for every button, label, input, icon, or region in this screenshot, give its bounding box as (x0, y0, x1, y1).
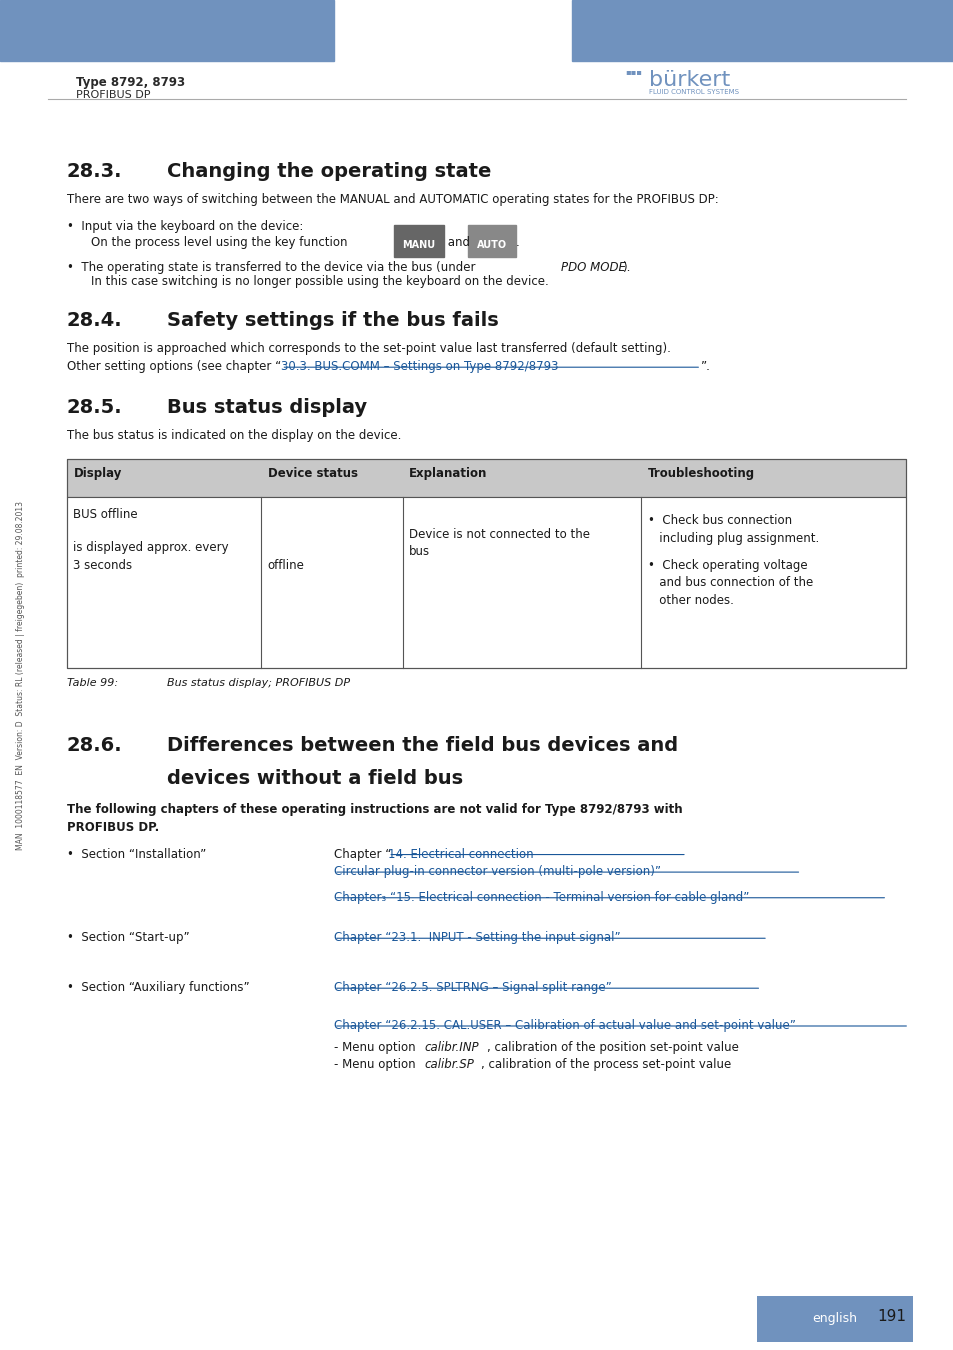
Text: •  Section “Auxiliary functions”: • Section “Auxiliary functions” (67, 981, 249, 995)
Text: Device is not connected to the: Device is not connected to the (409, 528, 590, 541)
Text: 28.6.: 28.6. (67, 736, 122, 755)
Text: Other setting options (see chapter “: Other setting options (see chapter “ (67, 360, 281, 374)
Text: 191: 191 (877, 1308, 905, 1324)
Text: .: . (516, 236, 519, 250)
Text: Bus status display: Bus status display (167, 398, 367, 417)
Text: ).: ). (621, 261, 630, 274)
Text: is displayed approx. every: is displayed approx. every (73, 541, 229, 555)
Text: ▪▪▪: ▪▪▪ (624, 68, 641, 77)
Bar (67, 459, 905, 497)
Bar (67, 459, 905, 668)
Text: , calibration of the position set-point value: , calibration of the position set-point … (486, 1041, 738, 1054)
Text: •  The operating state is transferred to the device via the bus (under: • The operating state is transferred to … (67, 261, 478, 274)
Text: FLUID CONTROL SYSTEMS: FLUID CONTROL SYSTEMS (648, 89, 738, 95)
Text: bus: bus (409, 545, 430, 559)
FancyBboxPatch shape (756, 1296, 912, 1342)
Text: 14. Electrical connection -: 14. Electrical connection - (388, 848, 541, 861)
Text: Display: Display (73, 467, 122, 481)
Text: Explanation: Explanation (409, 467, 487, 481)
FancyBboxPatch shape (468, 225, 516, 256)
Text: PROFIBUS DP: PROFIBUS DP (76, 90, 151, 100)
Text: 28.3.: 28.3. (67, 162, 122, 181)
Text: - Menu option: - Menu option (334, 1058, 418, 1072)
Text: AUTO: AUTO (476, 240, 507, 250)
Text: PDO MODE: PDO MODE (560, 261, 625, 274)
Text: MAN  1000118577  EN  Version: D  Status: RL (released | freigegeben)  printed: 2: MAN 1000118577 EN Version: D Status: RL … (16, 501, 26, 849)
Text: including plug assignment.: including plug assignment. (647, 532, 819, 545)
Text: calibr.INP: calibr.INP (424, 1041, 478, 1054)
Text: 28.4.: 28.4. (67, 310, 122, 329)
Text: offline: offline (268, 559, 304, 572)
Bar (0, 0, 334, 61)
Text: BUS offline: BUS offline (73, 508, 138, 521)
Text: Safety settings if the bus fails: Safety settings if the bus fails (167, 310, 498, 329)
Text: Type 8792, 8793: Type 8792, 8793 (76, 76, 185, 89)
Text: Differences between the field bus devices and: Differences between the field bus device… (167, 736, 678, 755)
Text: 30.3. BUS.COMM – Settings on Type 8792/8793: 30.3. BUS.COMM – Settings on Type 8792/8… (281, 360, 558, 374)
Text: PROFIBUS DP.: PROFIBUS DP. (67, 821, 159, 834)
Text: Chapter “26.2.5. SPLTRNG – Signal split range”: Chapter “26.2.5. SPLTRNG – Signal split … (334, 981, 611, 995)
Text: english: english (811, 1312, 857, 1326)
Text: 3 seconds: 3 seconds (73, 559, 132, 572)
Text: Circular plug-in connector version (multi-pole version)”: Circular plug-in connector version (mult… (334, 865, 660, 879)
Bar (67, 497, 905, 668)
Text: Changing the operating state: Changing the operating state (167, 162, 491, 181)
Text: •  Check bus connection: • Check bus connection (647, 514, 791, 528)
Text: On the process level using the key function: On the process level using the key funct… (91, 236, 351, 250)
Text: calibr.SP: calibr.SP (424, 1058, 474, 1072)
Text: Chapter “23.1.  INPUT - Setting the input signal”: Chapter “23.1. INPUT - Setting the input… (334, 931, 619, 945)
Text: Table 99:: Table 99: (67, 678, 118, 687)
Text: Troubleshooting: Troubleshooting (647, 467, 754, 481)
Text: •  Check operating voltage: • Check operating voltage (647, 559, 806, 572)
Text: bürkert: bürkert (648, 70, 729, 90)
Text: and bus connection of the: and bus connection of the (647, 576, 812, 590)
Text: The position is approached which corresponds to the set-point value last transfe: The position is approached which corresp… (67, 342, 670, 355)
Text: ”.: ”. (700, 360, 710, 374)
Text: The following chapters of these operating instructions are not valid for Type 87: The following chapters of these operatin… (67, 803, 681, 817)
Text: devices without a field bus: devices without a field bus (167, 769, 462, 788)
Text: Bus status display; PROFIBUS DP: Bus status display; PROFIBUS DP (167, 678, 350, 687)
Text: , calibration of the process set-point value: , calibration of the process set-point v… (480, 1058, 730, 1072)
Text: In this case switching is no longer possible using the keyboard on the device.: In this case switching is no longer poss… (91, 275, 548, 289)
Text: •  Section “Start-up”: • Section “Start-up” (67, 931, 190, 945)
Text: The bus status is indicated on the display on the device.: The bus status is indicated on the displ… (67, 429, 400, 443)
Text: - Menu option: - Menu option (334, 1041, 418, 1054)
Bar (572, 0, 953, 61)
Text: 28.5.: 28.5. (67, 398, 122, 417)
Text: Chapter “26.2.15. CAL.USER – Calibration of actual value and set-point value”: Chapter “26.2.15. CAL.USER – Calibration… (334, 1019, 795, 1033)
FancyBboxPatch shape (394, 225, 443, 256)
Text: There are two ways of switching between the MANUAL and AUTOMATIC operating state: There are two ways of switching between … (67, 193, 718, 207)
Text: Chapter “: Chapter “ (334, 848, 391, 861)
Text: Device status: Device status (268, 467, 357, 481)
Text: and: and (443, 236, 473, 250)
Text: •  Section “Installation”: • Section “Installation” (67, 848, 206, 861)
Text: •  Input via the keyboard on the device:: • Input via the keyboard on the device: (67, 220, 303, 234)
Text: other nodes.: other nodes. (647, 594, 733, 608)
Text: MANU: MANU (402, 240, 435, 250)
Text: Chapter₃ “15. Electrical connection - Terminal version for cable gland”: Chapter₃ “15. Electrical connection - Te… (334, 891, 748, 904)
